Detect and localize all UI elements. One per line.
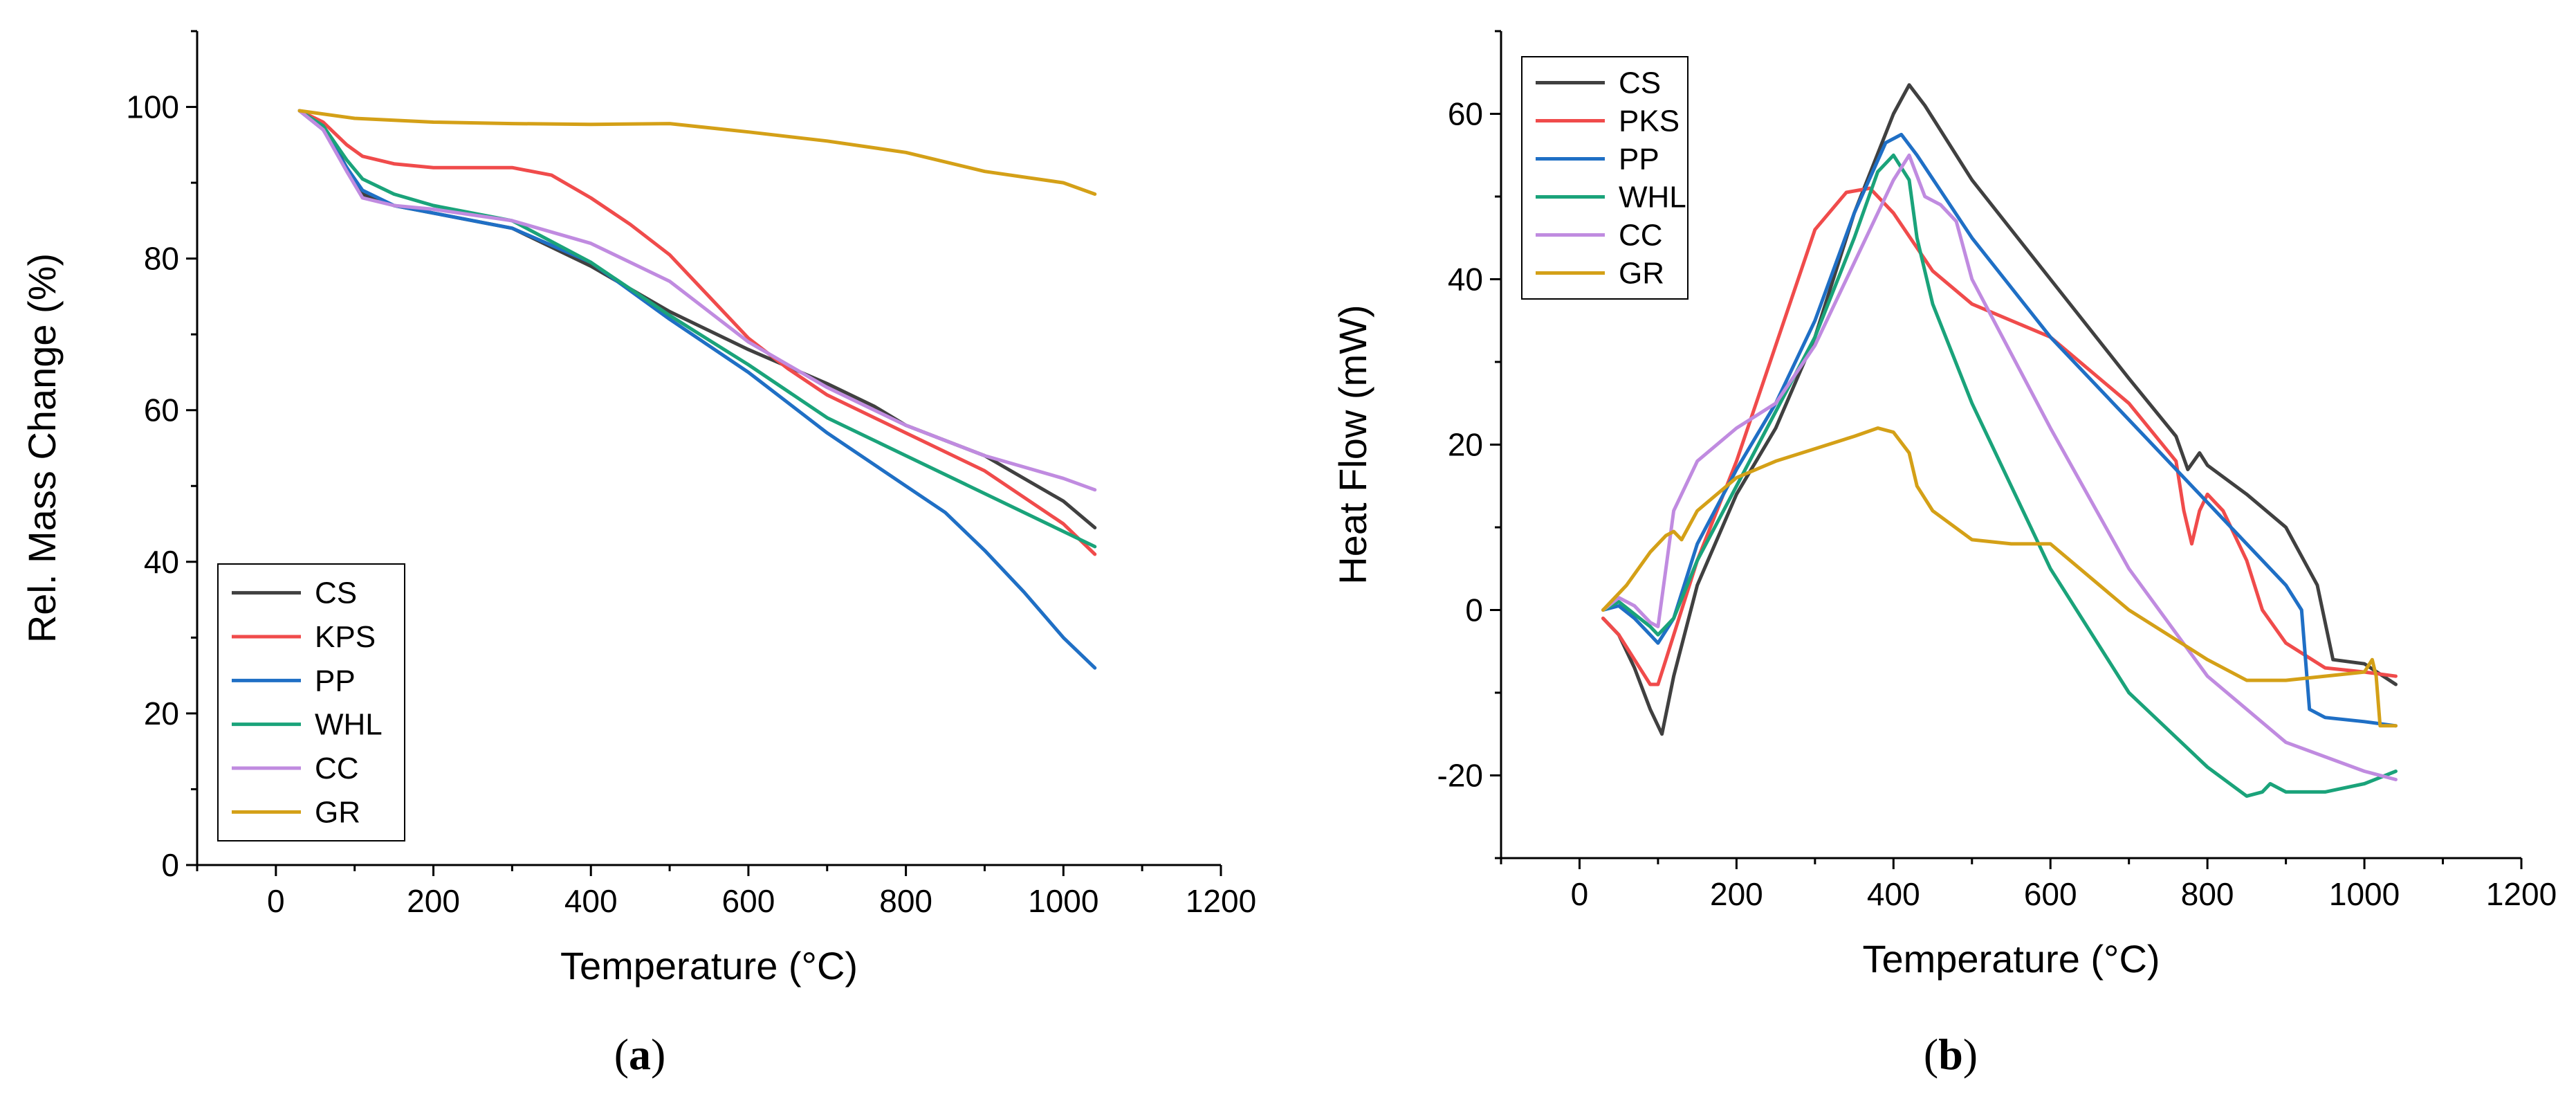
- series-line-gr: [297, 109, 1097, 196]
- legend-label-pp: PP: [1619, 143, 1659, 176]
- x-tick-label: 200: [1710, 876, 1763, 912]
- x-tick-label: 800: [2181, 876, 2234, 912]
- x-tick-label: 400: [1867, 876, 1920, 912]
- y-tick-label: 60: [1448, 96, 1483, 132]
- chart-panel-a: 0 200 400 600 800 1000 1200 0 20 40 60 80 100 Tempera…: [20, 30, 1256, 1079]
- x-axis-title: Temperature (°C): [560, 944, 858, 988]
- legend-label-gr: GR: [1619, 257, 1664, 291]
- x-tick-label: 200: [407, 883, 460, 919]
- y-tick-label: -20: [1437, 758, 1483, 794]
- legend-label-whl: WHL: [1619, 181, 1686, 215]
- series-line-cc: [1601, 153, 2398, 781]
- x-tick-label: 600: [2024, 876, 2077, 912]
- x-tick-label: 1200: [1186, 883, 1256, 919]
- x-tick-label: 0: [267, 883, 285, 919]
- x-tick-label: 400: [564, 883, 618, 919]
- legend-box: [217, 563, 405, 841]
- x-tick-label: 1000: [2329, 876, 2400, 912]
- series-line-whl: [297, 109, 1097, 549]
- series-line-pp: [297, 109, 1097, 670]
- y-axis-title: Rel. Mass Change (%): [20, 253, 64, 643]
- y-tick-label: 20: [144, 695, 179, 731]
- y-tick-label: 40: [144, 544, 179, 580]
- x-tick-label: 1000: [1028, 883, 1098, 919]
- x-tick-label: 800: [879, 883, 932, 919]
- legend-label-pks: PKS: [1619, 104, 1680, 138]
- legend-label-gr: GR: [315, 795, 360, 829]
- legend-label-whl: WHL: [315, 708, 383, 742]
- x-tick-label: 0: [1571, 876, 1589, 912]
- series-line-pks: [1601, 186, 2398, 686]
- legend-label-cc: CC: [315, 752, 359, 785]
- legend-label-pp: PP: [315, 664, 356, 698]
- y-tick-label: 40: [1448, 262, 1483, 298]
- legend-label-kps: KPS: [315, 620, 376, 654]
- legend-label-cc: CC: [1619, 219, 1663, 253]
- y-axis-title: Heat Flow (mW): [1331, 304, 1374, 584]
- series-line-cc: [297, 109, 1097, 492]
- x-axis-title: Temperature (°C): [1862, 937, 2160, 981]
- legend-label-cs: CS: [315, 576, 357, 610]
- y-tick-label: 100: [126, 89, 179, 125]
- series-line-pp: [1601, 132, 2398, 728]
- legend: CS KPS PP WHL CC GR: [217, 563, 405, 841]
- panel-label: (a): [614, 1030, 666, 1079]
- x-tick-label: 1200: [2486, 876, 2557, 912]
- legend: CS PKS PP WHL CC GR: [1521, 56, 1689, 300]
- legend-label-cs: CS: [1619, 66, 1661, 100]
- y-tick-label: 0: [1465, 592, 1483, 628]
- series-line-gr: [1601, 426, 2398, 728]
- y-tick-label: 60: [144, 392, 179, 428]
- series-line-kps: [297, 109, 1097, 556]
- chart-panel-b: 0 200 400 600 800 1000 1200 -20 0 20 40 60 Temperatu…: [1331, 30, 2557, 1079]
- y-tick-label: 0: [161, 847, 179, 883]
- panel-label: (b): [1924, 1030, 1978, 1079]
- legend-box: [1521, 56, 1689, 300]
- series-line-whl: [1601, 153, 2398, 798]
- y-tick-label: 20: [1448, 427, 1483, 463]
- series-line-cs: [1601, 83, 2398, 736]
- y-tick-label: 80: [144, 241, 179, 277]
- x-tick-label: 600: [722, 883, 775, 919]
